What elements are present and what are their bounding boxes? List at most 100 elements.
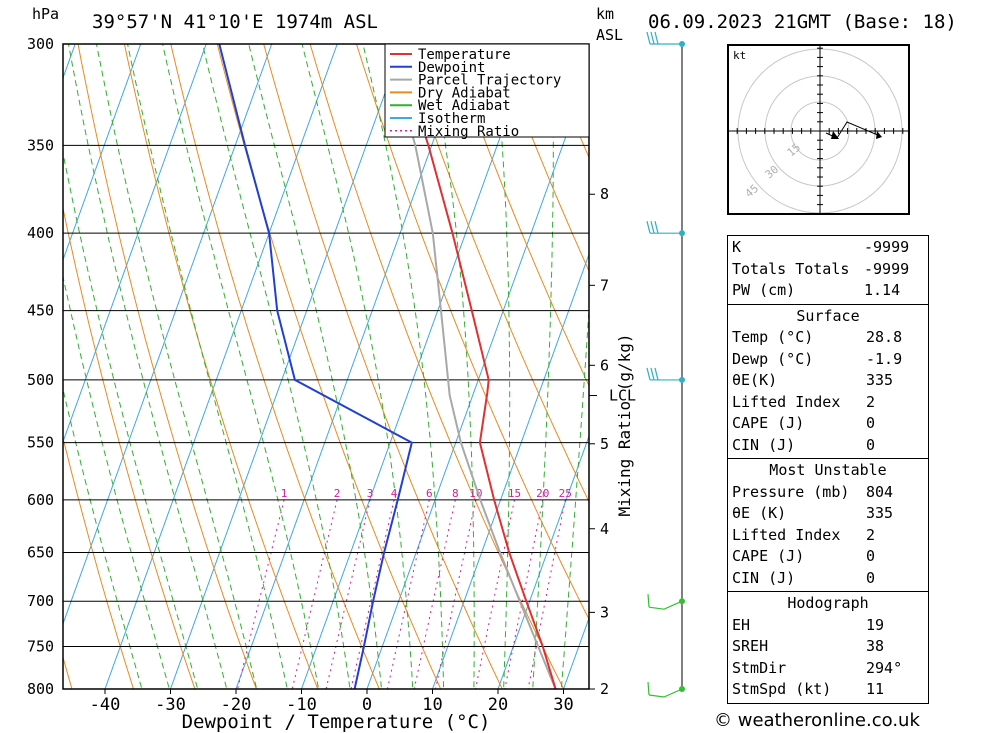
temperature-tick-label: 20 bbox=[488, 695, 508, 715]
hodograph-ring-label-30: 30 bbox=[763, 163, 782, 181]
mu-row: CAPE (J) 0 bbox=[732, 546, 924, 568]
pressure-tick-label: 800 bbox=[27, 680, 54, 698]
asl-unit-label: ASL bbox=[596, 26, 624, 44]
mixing-ratio-label: 3 bbox=[367, 487, 374, 500]
hodograph-title: Hodograph bbox=[787, 594, 869, 612]
temperature-tick-label: 0 bbox=[362, 695, 372, 715]
mixing-ratio-label: 2 bbox=[334, 487, 341, 500]
wind-barb-flag bbox=[654, 221, 659, 234]
surface-row: CAPE (J) 0 bbox=[732, 413, 924, 435]
mixing-ratio-label: 4 bbox=[391, 487, 398, 500]
surface-row: θE(K) 335 bbox=[732, 370, 924, 392]
pressure-tick-label: 300 bbox=[27, 35, 54, 53]
height-tick-label: 4 bbox=[600, 520, 609, 538]
km-unit-label: km bbox=[596, 5, 615, 23]
mixing-ratio-line bbox=[291, 499, 338, 689]
mixing-ratio-line bbox=[237, 499, 285, 689]
dry-adiabat-line bbox=[448, 44, 589, 387]
pressure-tick-label: 450 bbox=[27, 302, 54, 320]
index-label: Pressure (mb) bbox=[732, 482, 850, 501]
index-label: Dewp (°C) bbox=[732, 349, 814, 368]
height-tick-label: 5 bbox=[600, 435, 609, 453]
wind-barb-flag bbox=[646, 221, 651, 234]
hodograph-ring-label-15: 15 bbox=[785, 141, 804, 159]
hodo-row: SREH 38 bbox=[732, 636, 924, 658]
mixing-ratio-label: 6 bbox=[426, 487, 433, 500]
wind-barb-flag bbox=[646, 31, 651, 45]
legend-entry-label: Mixing Ratio bbox=[418, 124, 519, 140]
temperature-profile bbox=[395, 44, 557, 689]
index-label: CAPE (J) bbox=[732, 414, 805, 432]
surface-row: Lifted Index 2 bbox=[732, 392, 924, 414]
surface-title: Surface bbox=[796, 306, 860, 325]
isotherm-line bbox=[0, 22, 18, 697]
most-unstable-title: Most Unstable bbox=[769, 461, 887, 479]
credit-link[interactable]: © weatheronline.co.uk bbox=[714, 710, 920, 731]
index-label: CIN (J) bbox=[732, 568, 796, 587]
dry-adiabat-line bbox=[947, 22, 1000, 698]
pressure-tick-label: 550 bbox=[27, 434, 54, 452]
index-row-k: K -9999 bbox=[732, 237, 924, 259]
sounding-indices-table: K -9999 Totals Totals -9999 PW (cm) 1.14 Su… bbox=[727, 235, 929, 704]
mixing-ratio-axis-label: Mixing Ratio (g/kg) bbox=[615, 333, 634, 516]
height-tick-label: 6 bbox=[600, 356, 609, 374]
index-value: 11 bbox=[866, 680, 885, 698]
index-label: Totals Totals bbox=[732, 259, 850, 278]
temperature-tick-label: -20 bbox=[221, 695, 252, 715]
mixing-ratio-label: 1 bbox=[281, 487, 288, 500]
index-value: 294° bbox=[866, 658, 903, 677]
height-tick-label: 7 bbox=[600, 276, 609, 294]
index-label: CAPE (J) bbox=[732, 547, 805, 565]
mu-row: CIN (J) 0 bbox=[732, 568, 924, 590]
mixing-ratio-line bbox=[386, 499, 430, 689]
index-label: Lifted Index bbox=[732, 525, 841, 544]
index-value: 2 bbox=[866, 525, 876, 544]
pressure-tick-label: 600 bbox=[27, 491, 54, 509]
height-tick-label: 2 bbox=[600, 680, 609, 698]
index-value: 335 bbox=[866, 504, 894, 522]
temperature-tick-label: -40 bbox=[90, 695, 121, 715]
parcel-trajectory-profile bbox=[385, 44, 557, 689]
index-value: 19 bbox=[866, 615, 885, 634]
forecast-datetime: 06.09.2023 21GMT (Base: 18) bbox=[648, 11, 957, 33]
profiles bbox=[218, 44, 557, 689]
hodograph-unit-label: kt bbox=[733, 49, 746, 62]
legend-entry-label: Dry Adiabat bbox=[418, 85, 511, 101]
index-label: SREH bbox=[732, 637, 769, 655]
index-value: -9999 bbox=[864, 259, 910, 278]
wind-barb-flag bbox=[647, 594, 650, 608]
height-tick-label: 8 bbox=[600, 185, 609, 203]
wind-barb-flag bbox=[654, 367, 659, 381]
temperature-tick-label: 30 bbox=[553, 695, 573, 715]
wind-barb-flag bbox=[647, 681, 650, 696]
index-label: CIN (J) bbox=[732, 435, 796, 454]
wind-barb-flag bbox=[646, 367, 651, 381]
index-label: StmDir bbox=[732, 658, 787, 677]
pressure-tick-label: 750 bbox=[27, 638, 54, 656]
mu-row: Pressure (mb) 804 bbox=[732, 482, 924, 504]
mixing-ratio-line bbox=[325, 499, 371, 689]
index-row-pw: PW (cm) 1.14 bbox=[732, 280, 924, 302]
wet-adiabat-line bbox=[248, 44, 383, 689]
legend-entry-label: Isotherm bbox=[418, 111, 485, 127]
pressure-unit-label: hPa bbox=[32, 5, 60, 23]
hodograph-end-marker bbox=[876, 131, 882, 139]
index-label: EH bbox=[732, 615, 751, 634]
x-axis-label: Dewpoint / Temperature (°C) bbox=[182, 711, 491, 733]
legend-entry-label: Temperature bbox=[418, 47, 511, 63]
legend-entry-label: Parcel Trajectory bbox=[418, 73, 561, 89]
plot-area bbox=[63, 44, 589, 689]
indices-top-section: K -9999 Totals Totals -9999 PW (cm) 1.14 bbox=[728, 236, 928, 305]
index-label: K bbox=[732, 238, 742, 256]
index-label: θE (K) bbox=[732, 504, 787, 522]
pressure-tick-label: 650 bbox=[27, 543, 54, 561]
surface-row: CIN (J) 0 bbox=[732, 435, 924, 457]
mixing-ratio-label: 20 bbox=[536, 487, 549, 500]
index-value: 2 bbox=[866, 392, 876, 411]
mixing-ratio-label: 8 bbox=[452, 487, 459, 500]
height-tick-label: 3 bbox=[600, 603, 609, 621]
wind-barb-flag bbox=[650, 221, 655, 234]
pressure-tick-label: 500 bbox=[27, 371, 54, 389]
